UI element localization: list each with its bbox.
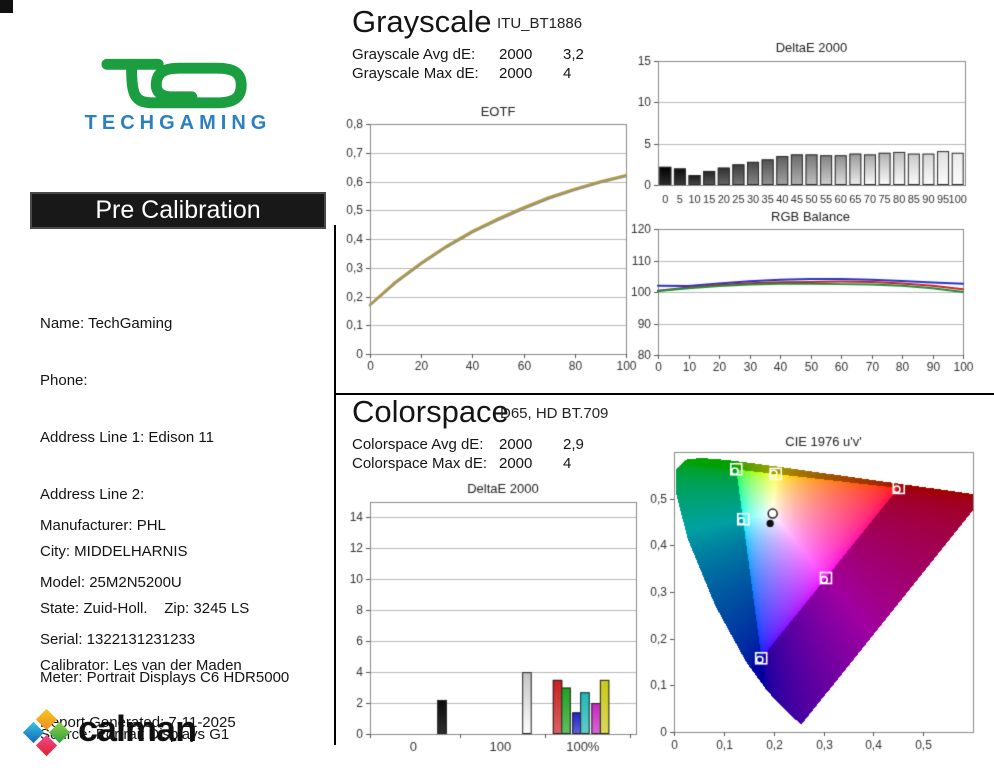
stat-label: Grayscale Max dE:	[352, 65, 479, 82]
calman-logo-icon	[22, 708, 71, 757]
corner-mark	[0, 0, 13, 13]
grayscale-avg-row: Grayscale Avg dE: 2000 3,2	[352, 46, 584, 65]
techgaming-logo-text: TECHGAMING	[84, 112, 272, 134]
colorspace-section-title: Colorspace	[352, 394, 509, 429]
grayscale-section-subtitle: ITU_BT1886	[497, 15, 583, 32]
eotf-chart	[340, 103, 645, 380]
section-divider	[334, 393, 994, 395]
stat-label: Colorspace Max dE:	[352, 455, 488, 472]
techgaming-logo-icon	[101, 58, 247, 109]
equipment-line: Meter: Portrait Displays C6 HDR5000	[40, 669, 290, 686]
stat-standard: 2000	[499, 65, 533, 82]
stat-value: 4	[563, 65, 572, 82]
device-line: Serial: 1322131231233	[40, 631, 196, 648]
device-line: Model: 25M2N5200U	[40, 574, 182, 591]
stat-value: 2,9	[563, 436, 584, 453]
device-info-block: Manufacturer: PHL Model: 25M2N5200U Seri…	[40, 478, 195, 687]
stat-standard: 2000	[499, 436, 533, 453]
vertical-divider	[334, 225, 336, 745]
grayscale-section-title: Grayscale	[352, 4, 492, 39]
stat-value: 4	[563, 455, 572, 472]
report-title-banner: Pre Calibration	[30, 192, 326, 229]
stat-label: Grayscale Avg dE:	[352, 46, 476, 63]
info-line: Address Line 1: Edison 11	[40, 429, 215, 446]
stat-value: 3,2	[563, 46, 584, 63]
colorspace-deltae-chart	[340, 481, 645, 768]
grayscale-deltae-chart	[620, 36, 994, 208]
stat-standard: 2000	[499, 46, 533, 63]
stat-label: Colorspace Avg dE:	[352, 436, 484, 453]
info-line: Name: TechGaming	[40, 315, 173, 332]
equipment-info-block: Meter: Portrait Displays C6 HDR5000 Sour…	[40, 630, 289, 768]
device-line: Manufacturer: PHL	[40, 517, 166, 534]
info-line: Calibrator: Les van der Maden	[40, 657, 242, 674]
info-line: Phone:	[40, 372, 88, 389]
colorspace-max-row: Colorspace Max dE: 2000 4	[352, 455, 571, 474]
stat-standard: 2000	[499, 455, 533, 472]
grayscale-max-row: Grayscale Max dE: 2000 4	[352, 65, 571, 84]
calman-logo-text: calman	[78, 708, 197, 749]
info-line: City: MIDDELHARNIS	[40, 543, 188, 560]
rgb-balance-chart	[620, 208, 994, 372]
colorspace-section-subtitle: D65, HD BT.709	[500, 405, 609, 422]
info-line: Address Line 2:	[40, 486, 145, 503]
info-line: State: Zuid-Holl. Zip: 3245 LS	[40, 600, 250, 617]
cie-1976-diagram	[648, 428, 994, 768]
colorspace-avg-row: Colorspace Avg dE: 2000 2,9	[352, 436, 584, 455]
